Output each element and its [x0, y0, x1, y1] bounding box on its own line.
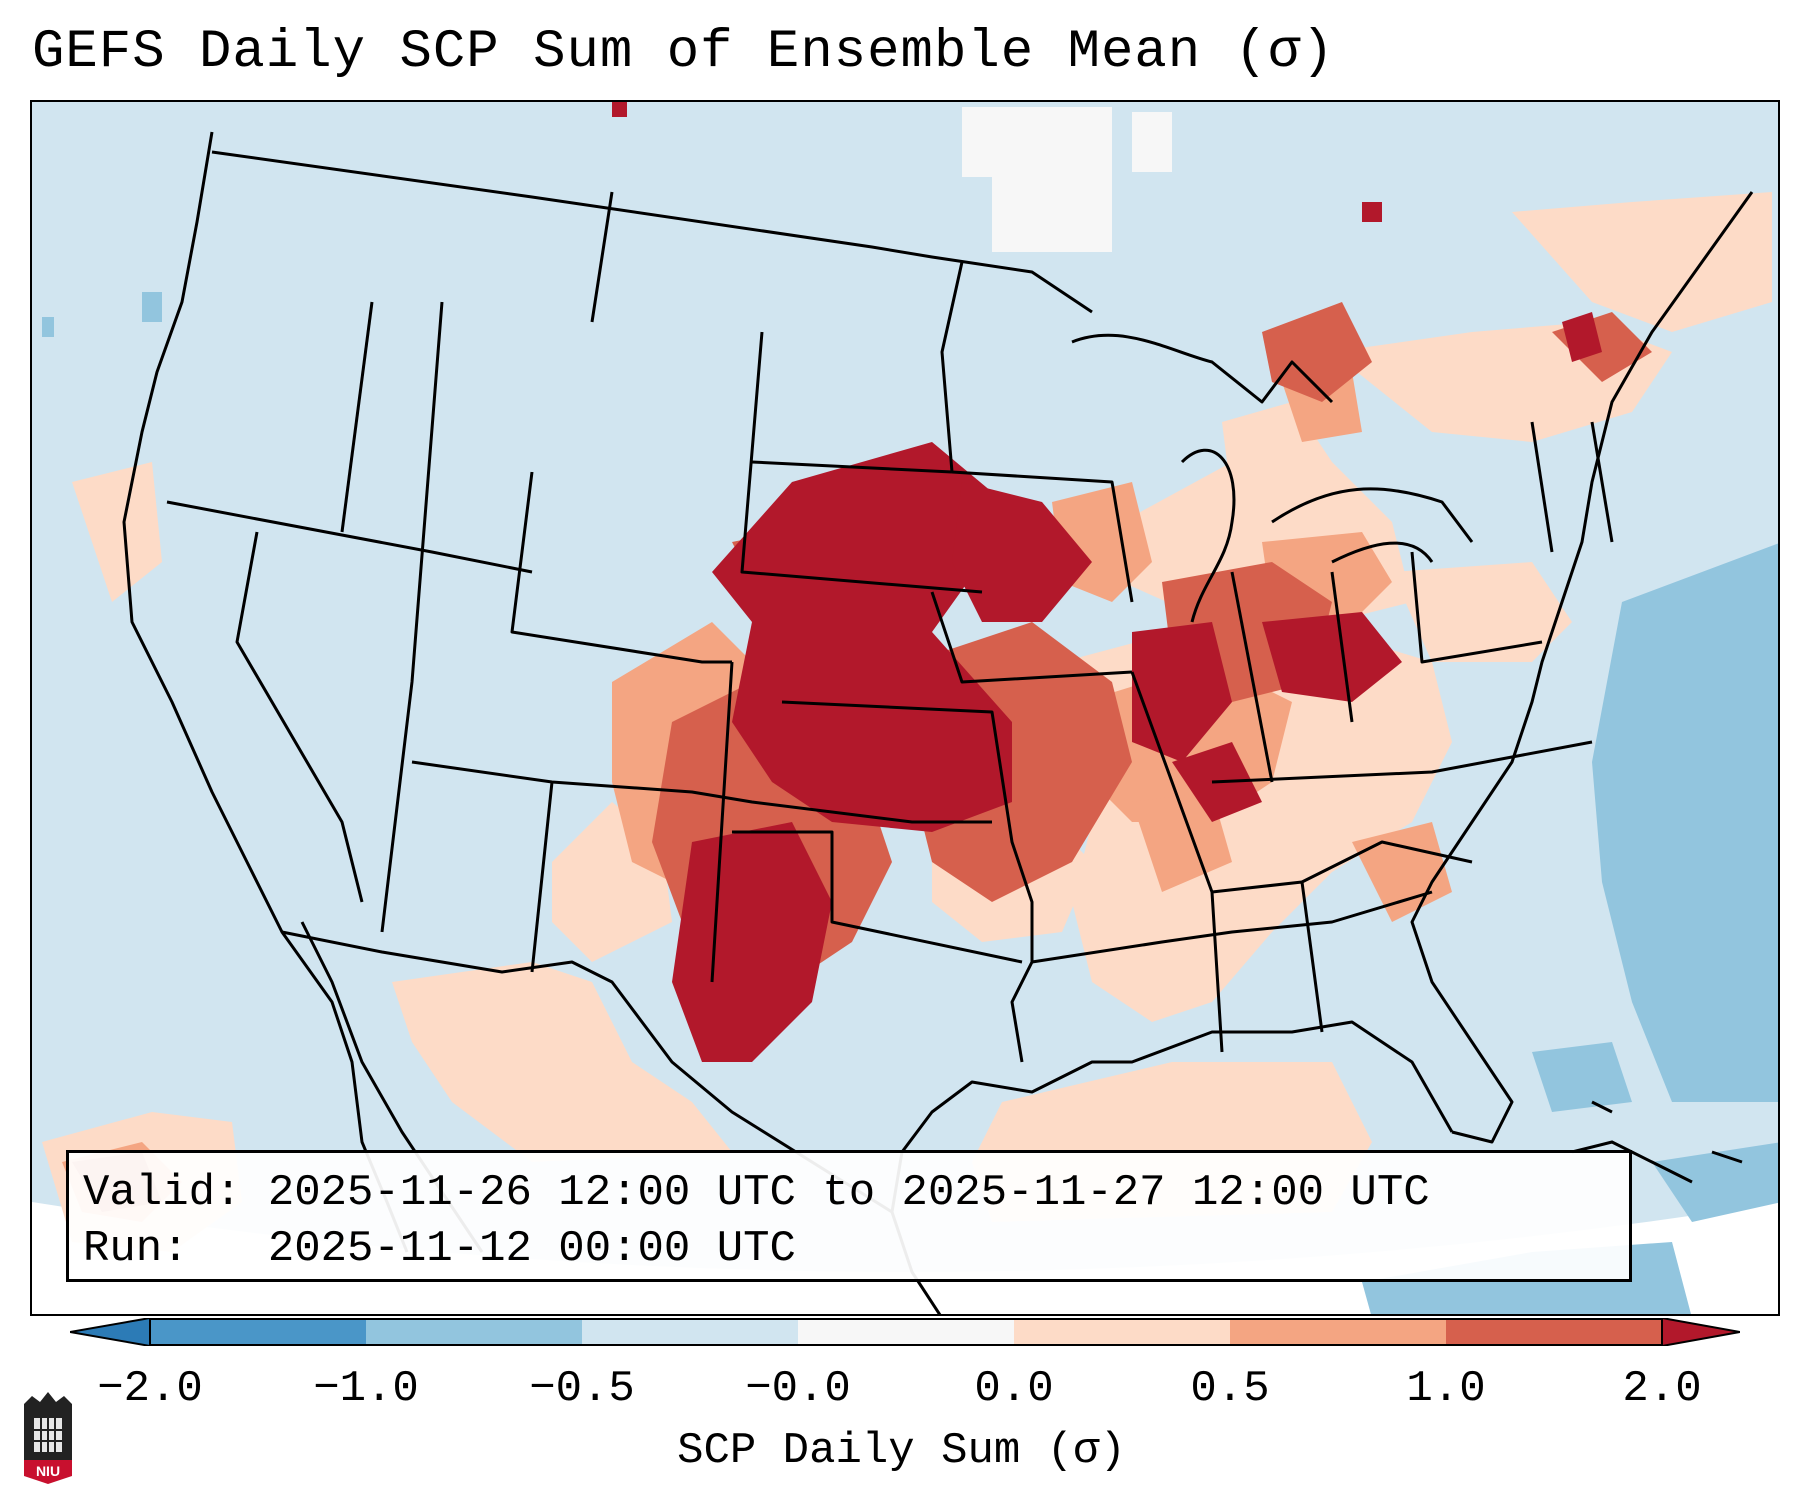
valid-run-info-box: Valid: 2025-11-26 12:00 UTC to 2025-11-2… — [66, 1150, 1632, 1282]
colorbar-label: SCP Daily Sum (σ) — [677, 1426, 1126, 1476]
colorbar-bin-0-05 — [1014, 1318, 1230, 1346]
colorbar-tick-label: 0.5 — [1190, 1364, 1270, 1414]
valid-time-row: Valid: 2025-11-26 12:00 UTC to 2025-11-2… — [83, 1165, 1615, 1221]
colorbar-extend-low — [70, 1318, 151, 1346]
niu-logo-text: NIU — [36, 1463, 60, 1479]
colorbar-bin-m2-m1 — [150, 1318, 366, 1346]
colorbar-bin-m05-0 — [582, 1318, 798, 1346]
valid-value: 2025-11-26 12:00 UTC to 2025-11-27 12:00… — [267, 1168, 1430, 1218]
colorbar-extend-high — [1661, 1318, 1740, 1346]
colorbar-tick-label: −1.0 — [313, 1364, 419, 1414]
caribbean-islands — [1571, 1100, 1743, 1184]
colorbar-tick-label: 2.0 — [1622, 1364, 1702, 1414]
colorbar-tick-label: −0.5 — [529, 1364, 635, 1414]
colorbar-bin-0 — [798, 1318, 1014, 1346]
anomaly-negative — [42, 292, 1778, 1314]
run-label: Run: — [83, 1224, 189, 1274]
run-value: 2025-11-12 00:00 UTC — [267, 1224, 796, 1274]
map-canvas — [32, 102, 1778, 1314]
colorbar-bin-m1-m05 — [366, 1318, 582, 1346]
niu-logo-icon: NIU — [24, 1392, 72, 1484]
chart-title: GEFS Daily SCP Sum of Ensemble Mean (σ) — [32, 22, 1335, 83]
colorbar-outline — [149, 1318, 1663, 1346]
colorbar — [70, 1318, 1740, 1346]
map-panel — [30, 100, 1780, 1316]
colorbar-bin-05-1 — [1230, 1318, 1446, 1346]
run-time-row: Run: 2025-11-12 00:00 UTC — [83, 1221, 1615, 1277]
colorbar-tick-label: 0.0 — [974, 1364, 1054, 1414]
anomaly-above-2 — [612, 102, 1602, 1062]
colorbar-tick-label: −0.0 — [745, 1364, 851, 1414]
valid-label: Valid: — [83, 1168, 242, 1218]
boundaries — [122, 131, 1754, 1314]
colorbar-tick-label: −2.0 — [97, 1364, 203, 1414]
near-zero-patches — [962, 107, 1172, 252]
colorbar-bin-1-2 — [1446, 1318, 1662, 1346]
colorbar-tick-label: 1.0 — [1406, 1364, 1486, 1414]
